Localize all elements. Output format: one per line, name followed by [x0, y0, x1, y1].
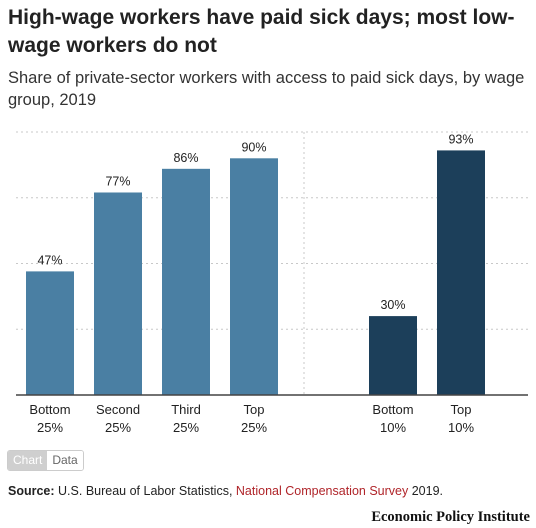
- bar-value-label: 90%: [241, 140, 266, 154]
- bar: [162, 168, 210, 395]
- category-label: 25%: [105, 420, 131, 435]
- bar: [26, 271, 74, 395]
- bar: [437, 150, 485, 395]
- bar-value-label: 47%: [37, 253, 62, 267]
- brand-logo: Economic Policy Institute: [371, 509, 530, 525]
- bar-value-label: 77%: [105, 174, 130, 188]
- bar-chart: 47% Bottom 25% 77% Second 25% 86% Third 25% 90% To…: [16, 131, 528, 435]
- data-view-button[interactable]: Data: [47, 451, 83, 470]
- category-label: Bottom: [29, 402, 70, 417]
- category-label: Bottom: [372, 402, 413, 417]
- view-toggle: Chart Data: [7, 450, 84, 471]
- source-text: U.S. Bureau of Labor Statistics,: [58, 484, 233, 498]
- source-note: Source: U.S. Bureau of Labor Statistics,…: [8, 484, 443, 498]
- chart-view-button[interactable]: Chart: [8, 451, 48, 470]
- bar: [369, 316, 417, 395]
- bar: [94, 192, 142, 395]
- source-link[interactable]: National Compensation Survey: [235, 484, 409, 498]
- bar-value-label: 93%: [448, 132, 473, 146]
- category-label: Top: [244, 402, 265, 417]
- category-label: Second: [96, 402, 140, 417]
- category-label: 25%: [241, 420, 267, 435]
- bar-value-label: 86%: [173, 151, 198, 165]
- category-label: 25%: [37, 420, 63, 435]
- category-label: Third: [171, 402, 201, 417]
- source-year: 2019.: [411, 484, 443, 498]
- source-label: Source:: [8, 484, 55, 498]
- chart-subtitle: Share of private-sector workers with acc…: [8, 69, 525, 109]
- category-label: Top: [451, 402, 472, 417]
- category-label: 10%: [448, 420, 474, 435]
- bar-value-label: 30%: [380, 298, 405, 312]
- bar: [230, 158, 278, 395]
- category-label: 25%: [173, 420, 199, 435]
- chart-title: High-wage workers have paid sick days; m…: [8, 6, 515, 57]
- category-label: 10%: [380, 420, 406, 435]
